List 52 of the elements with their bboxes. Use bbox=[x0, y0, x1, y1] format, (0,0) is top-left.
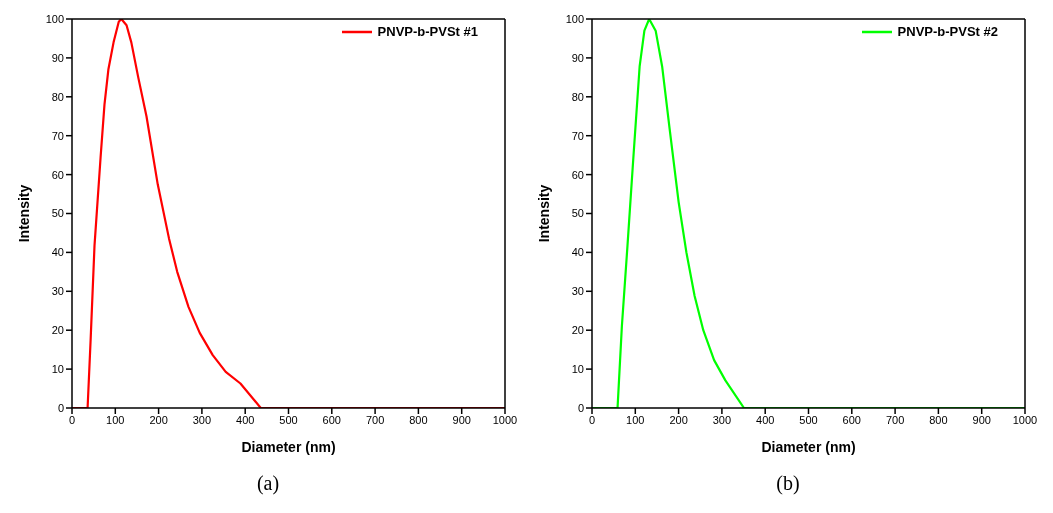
y-tick-label: 30 bbox=[51, 285, 64, 298]
y-tick-label: 90 bbox=[571, 51, 584, 64]
y-tick-label: 100 bbox=[45, 12, 64, 25]
x-tick-label: 200 bbox=[149, 413, 168, 426]
x-tick-label: 300 bbox=[192, 413, 212, 426]
y-tick-label: 70 bbox=[51, 129, 64, 142]
text: (a) bbox=[255, 472, 281, 495]
legend-label: PNVP-b-PVSt #1 bbox=[377, 24, 478, 39]
x-tick-label: 0 bbox=[588, 413, 596, 426]
x-tick-label: 700 bbox=[885, 413, 905, 426]
y-tick-label: 20 bbox=[571, 324, 584, 337]
y-tick-label: 40 bbox=[51, 246, 64, 259]
x-axis-title: Diameter (nm) bbox=[241, 439, 336, 455]
x-tick-label: 600 bbox=[322, 413, 341, 426]
y-tick-label: 30 bbox=[571, 285, 584, 298]
y-tick-label: 50 bbox=[51, 207, 64, 220]
x-tick-label: 100 bbox=[106, 413, 125, 426]
y-axis-title: Intensity bbox=[15, 184, 32, 243]
x-tick-label: 500 bbox=[799, 413, 818, 426]
y-tick-label: 90 bbox=[51, 51, 64, 64]
y-tick-label: 80 bbox=[51, 90, 64, 103]
x-tick-label: 400 bbox=[756, 413, 775, 426]
x-tick-label: 600 bbox=[842, 413, 861, 426]
x-tick-label: 1000 bbox=[492, 413, 518, 426]
x-tick-label: 900 bbox=[452, 413, 471, 426]
y-tick-label: 50 bbox=[571, 207, 584, 220]
x-tick-label: 800 bbox=[409, 413, 428, 426]
y-tick-label: 60 bbox=[51, 168, 64, 181]
y-tick-label: 100 bbox=[565, 12, 584, 25]
y-tick-label: 80 bbox=[571, 90, 584, 103]
text: (b) bbox=[775, 472, 801, 495]
x-tick-label: 300 bbox=[712, 413, 732, 426]
x-axis-title: Diameter (nm) bbox=[761, 439, 856, 455]
x-tick-label: 500 bbox=[279, 413, 298, 426]
x-tick-label: 100 bbox=[626, 413, 645, 426]
x-tick-label: 200 bbox=[669, 413, 688, 426]
legend-label: PNVP-b-PVSt #2 bbox=[897, 24, 998, 39]
x-tick-label: 0 bbox=[68, 413, 76, 426]
x-tick-label: 400 bbox=[236, 413, 255, 426]
x-tick-label: 700 bbox=[365, 413, 385, 426]
y-tick-label: 70 bbox=[571, 129, 584, 142]
y-tick-label: 60 bbox=[571, 168, 584, 181]
y-tick-label: 0 bbox=[57, 401, 64, 414]
y-tick-label: 40 bbox=[571, 246, 584, 259]
x-tick-label: 800 bbox=[929, 413, 948, 426]
y-tick-label: 10 bbox=[51, 363, 64, 376]
x-tick-label: 900 bbox=[972, 413, 991, 426]
y-tick-label: 10 bbox=[571, 363, 584, 376]
y-tick-label: 20 bbox=[51, 324, 64, 337]
x-tick-label: 1000 bbox=[1012, 413, 1038, 426]
y-axis-title: Intensity bbox=[535, 184, 552, 243]
y-tick-label: 0 bbox=[577, 401, 584, 414]
